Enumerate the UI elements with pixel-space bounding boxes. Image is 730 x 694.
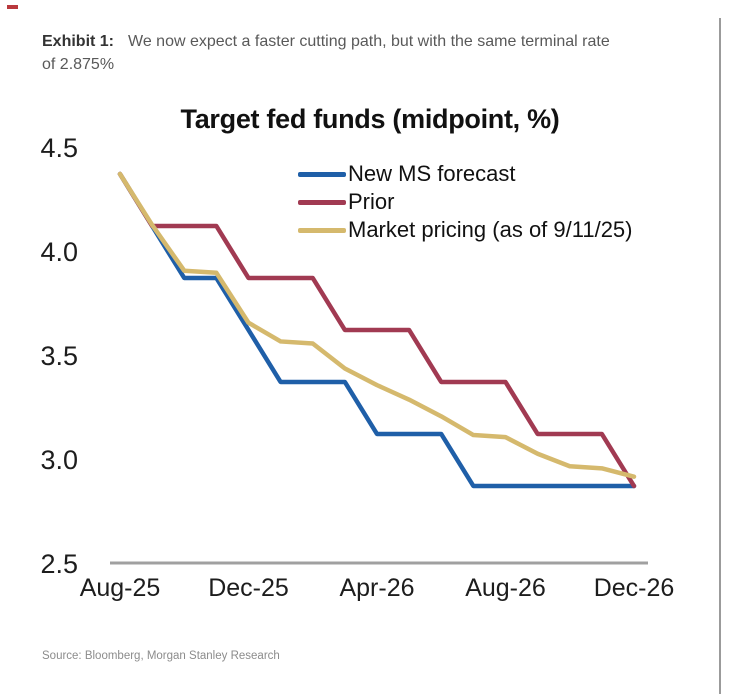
x-tick-label: Apr-26 [339,574,415,602]
chart-title: Target fed funds (midpoint, %) [180,104,560,134]
legend-swatch-icon [298,171,346,177]
y-tick-label: 3.0 [40,445,78,475]
x-tick-label: Aug-25 [79,574,161,602]
legend-swatch-icon [298,199,346,205]
exhibit-caption-text: We now expect a faster cutting path, but… [128,33,610,50]
exhibit-caption-line1: Exhibit 1: We now expect a faster cutting… [42,30,702,53]
source-note: Source: Bloomberg, Morgan Stanley Resear… [42,650,280,662]
x-tick-label: Dec-26 [593,574,675,602]
legend-swatch-icon [298,227,346,233]
exhibit-caption-line2: of 2.875% [42,56,115,73]
chart-legend: New MS forecast Prior Market pricing (as o… [298,160,633,244]
exhibit-caption: Exhibit 1: We now expect a faster cutting… [42,30,702,76]
legend-label: Market pricing (as of 9/11/25) [348,217,633,242]
x-tick-label: Dec-25 [208,574,289,602]
x-tick-label: Aug-26 [465,574,546,602]
legend-row: Market pricing (as of 9/11/25) [298,216,633,244]
legend-label: New MS forecast [348,161,516,186]
y-tick-label: 4.0 [40,237,78,267]
legend-label: Prior [348,189,395,214]
accent-dash [7,5,18,9]
exhibit-label: Exhibit 1: [42,33,115,50]
y-tick-label: 3.5 [40,341,78,371]
y-tick-label: 4.5 [40,133,78,163]
y-tick-label: 2.5 [40,549,78,579]
legend-row: New MS forecast [298,160,633,188]
legend-row: Prior [298,188,633,216]
page-right-border [719,18,721,694]
